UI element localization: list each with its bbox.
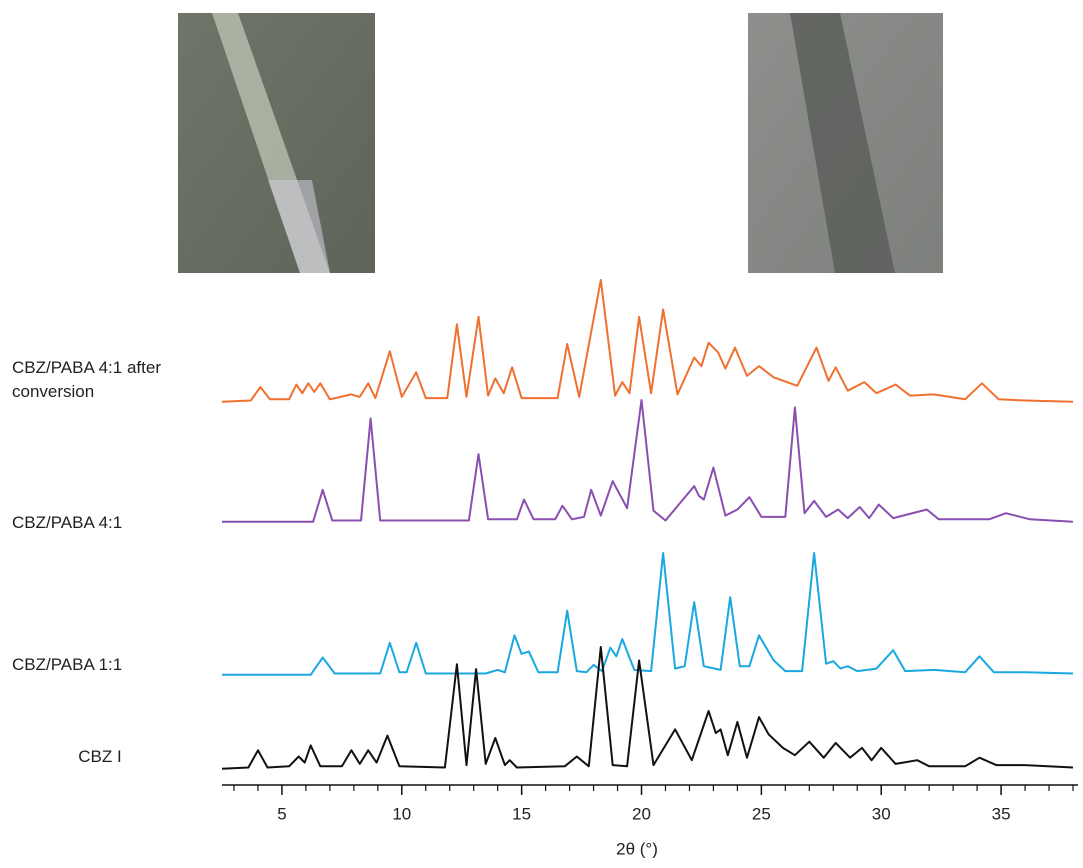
pattern-line xyxy=(222,399,1074,523)
x-tick-label: 15 xyxy=(512,804,531,823)
series-label: CBZ/PABA 4:1 after conversion xyxy=(12,358,161,401)
pattern-line xyxy=(222,552,1074,676)
x-tick-label: 35 xyxy=(992,804,1011,823)
pattern-line xyxy=(221,279,1074,403)
x-tick-label: 10 xyxy=(392,804,411,823)
pattern-line xyxy=(221,646,1074,770)
series-label: CBZ I xyxy=(78,747,122,766)
x-tick-label: 20 xyxy=(632,804,651,823)
series-label: CBZ/PABA 4:1 xyxy=(12,513,123,532)
x-axis-label: 2θ (°) xyxy=(616,839,658,858)
micrograph-right xyxy=(748,13,943,273)
x-tick-label: 5 xyxy=(277,804,286,823)
series-label: CBZ/PABA 1:1 xyxy=(12,655,123,674)
x-tick-label: 30 xyxy=(872,804,891,823)
x-tick-label: 25 xyxy=(752,804,771,823)
micrograph-left xyxy=(178,13,375,273)
